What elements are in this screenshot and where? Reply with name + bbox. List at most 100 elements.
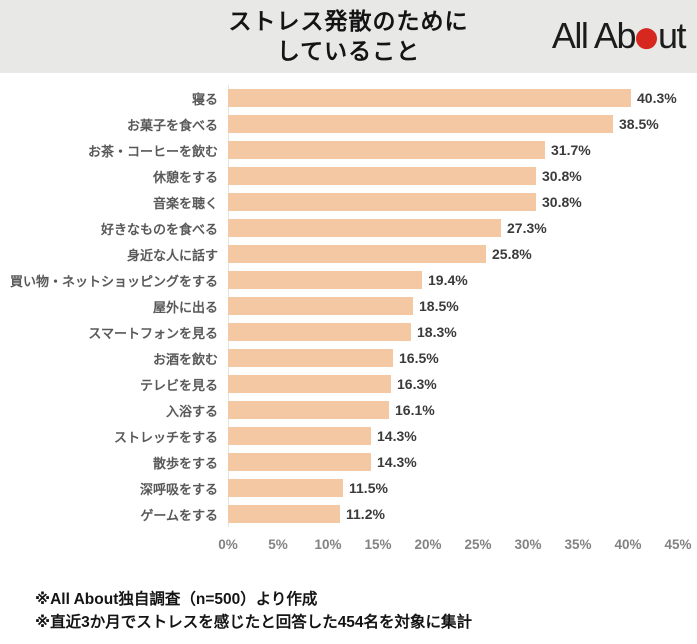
chart-row: 買い物・ネットショッピングをする 19.4% [0,267,697,293]
value-label: 14.3% [377,428,417,444]
category-label: 買い物・ネットショッピングをする [9,273,218,289]
chart-row: 身近な人に話す 25.8% [0,241,697,267]
bar-track: 30.8% [228,167,678,185]
bar [228,141,545,159]
bar-track: 16.5% [228,349,678,367]
x-axis-tick-label: 25% [464,537,492,552]
bar [228,479,343,497]
value-label: 14.3% [377,454,417,470]
chart-title: ストレス発散のために していること [229,7,469,66]
bar [228,375,391,393]
bar-track: 11.2% [228,505,678,523]
chart-row: ストレッチをする 14.3% [0,423,697,449]
x-axis-tick-label: 45% [664,537,692,552]
bar-track: 14.3% [228,427,678,445]
chart-row: 音楽を聴く 30.8% [0,189,697,215]
category-label: ゲームをする [140,507,218,523]
x-axis: 0% 5% 10% 15% 20% 25% 30% 35% 40% 45% [218,537,691,555]
x-axis-tick-label: 35% [564,537,592,552]
category-label: 好きなものを食べる [100,221,218,237]
bar [228,401,389,419]
value-label: 11.5% [349,480,388,496]
chart-row: 好きなものを食べる 27.3% [0,215,697,241]
value-label: 40.3% [637,90,677,106]
x-axis-tick-label: 15% [364,537,392,552]
value-label: 16.5% [399,350,439,366]
x-axis-tick-label: 5% [268,537,288,552]
bar-track: 18.5% [228,297,678,315]
bar-track: 16.3% [228,375,678,393]
chart-row: お茶・コーヒーを飲む 31.7% [0,137,697,163]
bar-track: 27.3% [228,219,678,237]
bar [228,505,340,523]
chart-row: ゲームをする 11.2% [0,501,697,527]
category-label: テレビを見る [139,377,218,393]
chart-title-line1: ストレス発散のために [228,8,469,35]
bar [228,219,501,237]
category-label: 屋外に出る [152,299,218,315]
value-label: 30.8% [542,168,582,184]
bar [228,271,422,289]
chart-title-line2: していること [276,37,421,64]
category-label: 身近な人に話す [126,247,218,263]
logo-red-dot-icon [635,27,657,49]
chart-row: お酒を飲む 16.5% [0,345,697,371]
bar [228,427,371,445]
bar [228,167,536,185]
category-label: 深呼吸をする [139,481,218,497]
x-axis-tick-label: 20% [414,537,442,552]
bar [228,297,413,315]
category-label: お茶・コーヒーを飲む [87,143,218,159]
bar [228,89,631,107]
value-label: 25.8% [492,246,532,262]
value-label: 30.8% [542,194,582,210]
bar [228,453,371,471]
category-label: 入浴する [165,403,218,419]
category-label: お菓子を食べる [126,117,218,133]
value-label: 18.5% [419,298,459,314]
bar-track: 25.8% [228,245,678,263]
chart-row: 休憩をする 30.8% [0,163,697,189]
bar [228,115,613,133]
category-label: 寝る [191,91,218,107]
category-label: 音楽を聴く [152,195,218,211]
chart-row: テレビを見る 16.3% [0,371,697,397]
x-axis-tick-label: 40% [614,537,642,552]
x-axis-tick-label: 0% [218,537,238,552]
value-label: 38.5% [619,116,659,132]
chart-row: スマートフォンを見る 18.3% [0,319,697,345]
chart-row: 入浴する 16.1% [0,397,697,423]
header: ストレス発散のために していること All Ab ut [0,0,697,73]
value-label: 27.3% [507,220,547,236]
value-label: 16.3% [397,376,437,392]
category-label: スマートフォンを見る [88,325,218,341]
value-label: 18.3% [417,324,457,340]
bar-track: 14.3% [228,453,678,471]
category-label: ストレッチをする [113,429,218,445]
category-label: 散歩をする [152,455,218,471]
chart-rows: 寝る 40.3% お菓子を食べる 38.5% お茶・コーヒーを飲む 31.7% 休憩をする 3… [0,85,697,527]
bar [228,245,486,263]
category-label: お酒を飲む [152,351,218,367]
value-label: 31.7% [551,142,591,158]
bar-track: 38.5% [228,115,678,133]
bar-track: 30.8% [228,193,678,211]
chart-row: 深呼吸をする 11.5% [0,475,697,501]
logo-text-left: All Ab [551,14,637,56]
bar [228,193,536,211]
logo-text-right: ut [657,14,687,56]
bar-track: 18.3% [228,323,678,341]
chart-row: 屋外に出る 18.5% [0,293,697,319]
footer-note-1: ※All About独自調査（n=500）より作成 [35,591,318,608]
bar [228,349,393,367]
value-label: 16.1% [395,402,435,418]
bar-track: 11.5% [228,479,678,497]
footer-notes: ※All About独自調査（n=500）より作成 ※直近3か月でストレスを感じ… [35,588,677,635]
value-label: 19.4% [428,272,468,288]
all-about-logo: All Ab ut [551,14,687,57]
bar-track: 16.1% [228,401,678,419]
x-axis-tick-label: 10% [314,537,342,552]
bar [228,323,411,341]
bar-track: 40.3% [228,89,678,107]
